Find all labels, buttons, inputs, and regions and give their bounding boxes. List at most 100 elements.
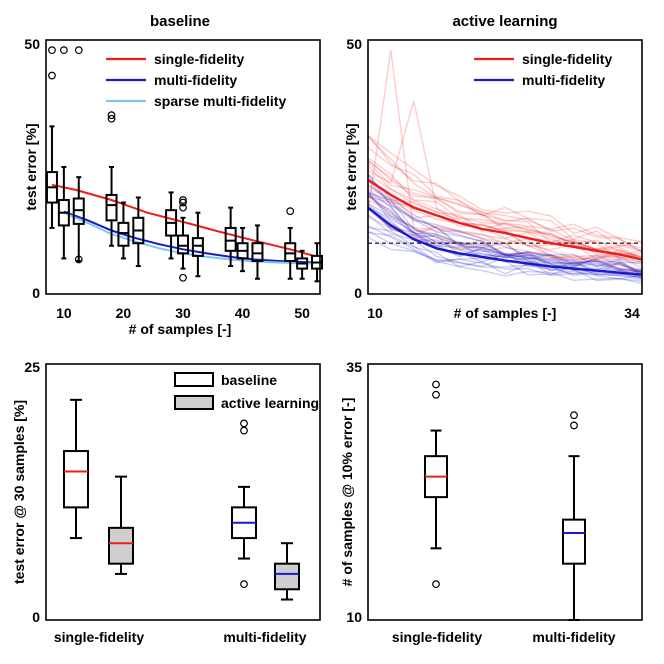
- panel-error30-category-single: single-fidelity: [54, 629, 144, 645]
- al-run-multi-fidelity-5: [367, 231, 643, 285]
- baseline-box-7-outlier-0: [179, 273, 187, 282]
- al-run-single-fidelity-4: [367, 184, 643, 261]
- al-run-multi-fidelity-4: [367, 184, 643, 277]
- legend-al-single-fidelity-label: single-fidelity: [522, 51, 612, 67]
- panel-error30-plot: [63, 398, 300, 601]
- baseline-box-4-box: [117, 221, 130, 247]
- al-run-single-fidelity-19: [367, 173, 643, 252]
- legend-baseline-label: baseline: [221, 372, 277, 388]
- al-run-single-fidelity-13: [367, 160, 643, 259]
- al-run-multi-fidelity-19: [367, 202, 643, 272]
- panel-baseline-title: baseline: [150, 13, 210, 30]
- baseline-box-3-outlier-0: [107, 114, 116, 123]
- al-run-single-fidelity-7: [367, 136, 643, 254]
- panel-samples10-category-single: single-fidelity: [392, 629, 482, 645]
- al-run-single-fidelity-14: [367, 161, 643, 249]
- panel-active-plot: [367, 50, 643, 285]
- panel-baseline-xlabel: # of samples [-]: [129, 321, 232, 337]
- legend-multi-fidelity-label: multi-fidelity: [154, 72, 237, 88]
- baseline-box-1-outlier-0: [59, 46, 68, 55]
- al-run-multi-fidelity-13: [367, 206, 643, 273]
- al-run-single-fidelity-2: [367, 134, 643, 243]
- baseline-box-8-box: [191, 237, 204, 257]
- samples10-box-single-fidelity-outlier-0: [432, 390, 440, 399]
- panel-active-legend: single-fidelity multi-fidelity: [474, 51, 612, 88]
- samples10-box-single-fidelity-outlier-2: [432, 580, 440, 589]
- error30-box-multi-fidelity-baseline-outlier-2: [240, 580, 248, 589]
- al-run-single-fidelity-6: [367, 208, 643, 265]
- panel-baseline-ytick-bottom: 0: [32, 285, 40, 301]
- baseline-box-2-outlier-0: [74, 46, 83, 55]
- panel-baseline-ylabel: test error [%]: [23, 123, 39, 210]
- panel-active-learning: active learning 50 0 10 34 # of samples …: [343, 13, 643, 321]
- baseline-xtick-30: 30: [175, 305, 191, 321]
- panel-error30-frame: [45, 363, 321, 621]
- al-run-multi-fidelity-3: [367, 193, 643, 275]
- legend-active-learning-swatch: [174, 395, 214, 410]
- baseline-box-9-box: [224, 226, 237, 252]
- baseline-xtick-40: 40: [235, 305, 251, 321]
- baseline-box-2-outlier-1: [74, 255, 83, 264]
- al-run-single-fidelity-3: [367, 50, 643, 275]
- baseline-line-multi-fidelity: [63, 210, 315, 264]
- baseline-box-3-outlier-1: [107, 111, 116, 120]
- panel-error30-ytick-top: 25: [24, 359, 40, 375]
- baseline-xtick-10: 10: [56, 305, 72, 321]
- al-mean-multi-fidelity: [367, 206, 643, 276]
- error30-box-single-fidelity-active-learning-box: [108, 526, 134, 565]
- al-run-multi-fidelity-9: [367, 192, 643, 274]
- samples10-box-multi-fidelity-outlier-0: [570, 421, 578, 430]
- al-run-single-fidelity-12: [367, 157, 643, 261]
- baseline-box-2-box: [72, 197, 85, 225]
- al-run-multi-fidelity-18: [367, 191, 643, 272]
- al-run-multi-fidelity-2: [367, 174, 643, 273]
- panel-samples10-ylabel: # of samples @ 10% error [-]: [339, 398, 355, 587]
- baseline-box-7-outlier-3: [179, 196, 187, 204]
- legend-baseline-swatch: [174, 372, 214, 387]
- samples10-box-multi-fidelity-box: [562, 518, 586, 565]
- legend-al-multi-fidelity-label: multi-fidelity: [522, 72, 605, 88]
- al-run-single-fidelity-10: [367, 200, 643, 269]
- baseline-box-7-outlier-1: [179, 203, 187, 212]
- panel-baseline: baseline 50 0 10 20 30 40 50 # of samples [-…: [23, 13, 324, 337]
- al-run-multi-fidelity-16: [367, 195, 643, 277]
- samples10-box-multi-fidelity-outlier-1: [570, 411, 578, 420]
- panel-samples10-ytick-bottom: 10: [346, 609, 362, 625]
- al-run-single-fidelity-20: [367, 191, 643, 260]
- error30-box-multi-fidelity-baseline-outlier-1: [240, 419, 248, 428]
- panel-error30-ytick-bottom: 0: [32, 609, 40, 625]
- al-run-single-fidelity-16: [367, 135, 643, 253]
- al-run-single-fidelity-21: [367, 159, 643, 260]
- panel-error30-ylabel: test error @ 30 samples [%]: [11, 400, 27, 584]
- baseline-box-0-outlier-0: [48, 71, 56, 80]
- al-run-single-fidelity-9: [367, 165, 643, 258]
- panel-active-frame: [367, 39, 643, 295]
- legend-active-learning-label: active learning: [221, 395, 319, 411]
- baseline-box-7-outlier-2: [179, 198, 187, 207]
- al-run-multi-fidelity-17: [367, 180, 643, 267]
- panel-samples10-ytick-top: 35: [346, 359, 362, 375]
- panel-error30-legend: baseline active learning: [174, 372, 319, 411]
- panel-samples-at-10: 35 10 single-fidelity multi-fidelity # o…: [339, 359, 643, 645]
- panel-samples10-category-multi: multi-fidelity: [532, 629, 615, 645]
- panel-samples10-plot: [424, 380, 586, 621]
- error30-box-multi-fidelity-active-learning-box: [274, 562, 300, 591]
- panel-active-xtick-left: 10: [367, 305, 383, 321]
- baseline-box-7-box: [177, 234, 189, 255]
- panel-baseline-frame: [45, 39, 321, 295]
- legend-single-fidelity-label: single-fidelity: [154, 51, 244, 67]
- panel-error30-category-multi: multi-fidelity: [223, 629, 306, 645]
- panel-active-ytick-bottom: 0: [354, 285, 362, 301]
- panel-baseline-ytick-top: 50: [24, 36, 40, 52]
- baseline-xtick-20: 20: [116, 305, 132, 321]
- al-run-multi-fidelity-1: [367, 226, 643, 282]
- baseline-xtick-50: 50: [294, 305, 310, 321]
- panel-active-xtick-right: 34: [624, 305, 640, 321]
- panel-active-ylabel: test error [%]: [343, 123, 359, 210]
- panel-active-ytick-top: 50: [346, 36, 362, 52]
- panel-baseline-xticks: 10 20 30 40 50: [56, 305, 310, 321]
- samples10-box-single-fidelity-outlier-1: [432, 380, 440, 389]
- al-run-single-fidelity-8: [367, 146, 643, 248]
- baseline-box-11-box: [251, 242, 264, 262]
